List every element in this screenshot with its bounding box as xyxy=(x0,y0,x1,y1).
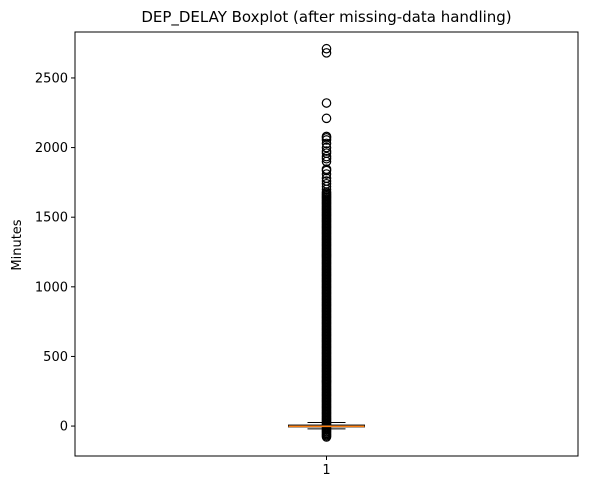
outlier-point xyxy=(321,164,332,174)
y-tick-label: 1000 xyxy=(35,280,68,295)
outlier-point xyxy=(321,131,332,142)
y-tick-label: 2500 xyxy=(35,71,68,86)
outlier-point xyxy=(321,48,332,58)
plot-area: 0 500 1000 1500 2000 2500 1 xyxy=(35,31,579,478)
outlier-point xyxy=(321,432,332,442)
outlier-point xyxy=(321,146,332,156)
outlier-point xyxy=(321,98,332,108)
outlier-point xyxy=(321,176,332,186)
outlier-point xyxy=(321,173,332,184)
y-tick-label: 1500 xyxy=(35,211,68,226)
outlier-dense-column xyxy=(321,187,332,442)
y-tick-label: 500 xyxy=(43,350,68,365)
y-axis-label: Minutes xyxy=(10,219,25,270)
x-tick-label: 1 xyxy=(322,463,330,478)
outlier-point xyxy=(321,142,332,153)
outlier-point xyxy=(321,151,332,162)
outlier-point xyxy=(321,113,332,124)
y-tick-label: 2000 xyxy=(35,141,68,156)
outlier-point xyxy=(321,169,332,179)
outlier-point xyxy=(321,178,332,189)
outlier-point xyxy=(321,43,332,54)
chart-title: DEP_DELAY Boxplot (after missing-data ha… xyxy=(141,8,511,27)
y-tick-label: 0 xyxy=(60,420,68,435)
outlier-point xyxy=(321,138,332,149)
